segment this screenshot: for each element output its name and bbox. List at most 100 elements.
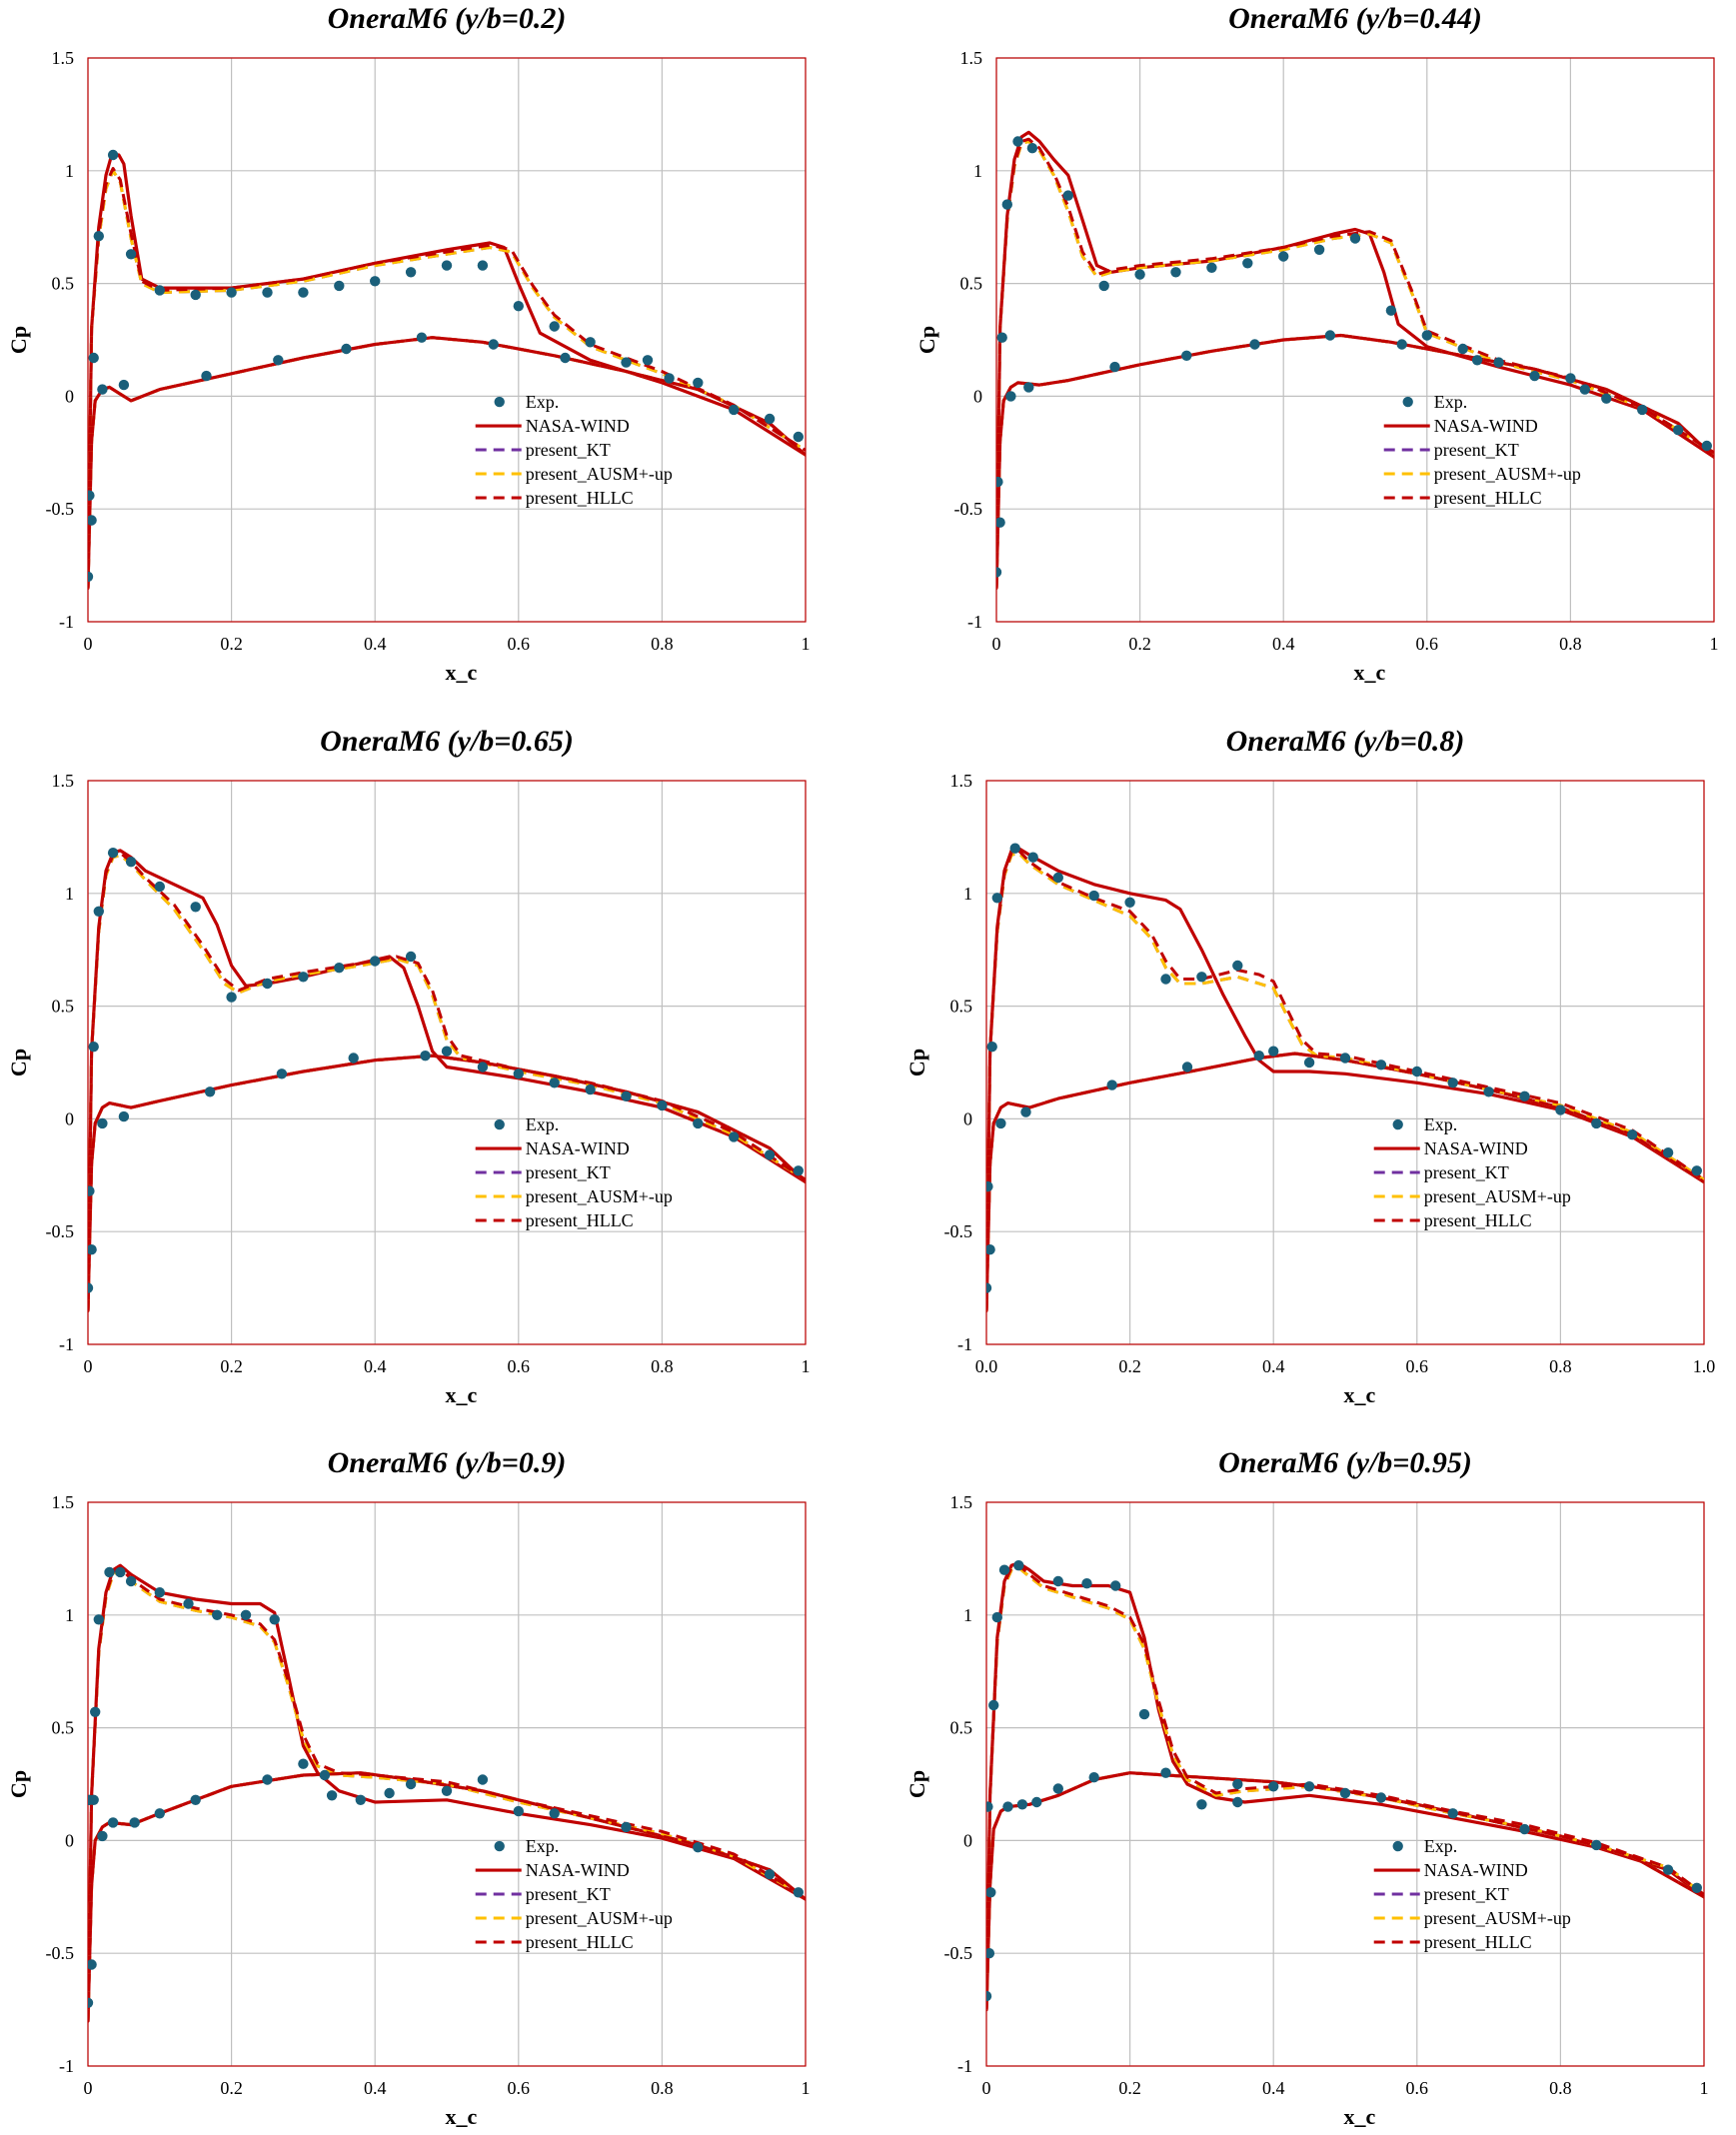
exp-data-point — [1591, 1839, 1602, 1851]
exp-data-point — [764, 1149, 776, 1160]
exp-data-point — [298, 1758, 309, 1769]
exp-data-point — [1447, 1077, 1458, 1088]
exp-data-point — [276, 1068, 288, 1079]
legend-label-exp: Exp. — [526, 392, 560, 412]
x-tick-label: 0.8 — [651, 634, 674, 654]
series-group — [996, 130, 1714, 590]
series-present-ausm-up-upper-line — [88, 169, 806, 589]
y-axis-label: Cp — [904, 1770, 929, 1798]
legend: Exp. NASA-WIND present_KT present_AUSM+-upp… — [475, 1836, 673, 1952]
exp-data-point — [1591, 1117, 1602, 1129]
exp-data-point — [1170, 267, 1181, 278]
exp-data-point — [1349, 233, 1361, 244]
series-nasa-wind-lower-line — [88, 1054, 806, 1312]
exp-data-point — [1031, 1796, 1042, 1808]
exp-data-point — [226, 287, 237, 298]
series-nasa-wind-lower-line — [986, 1052, 1704, 1312]
exp-data-point — [326, 1790, 338, 1801]
series-present-ausm-up-lower-line — [986, 1771, 1704, 2010]
exp-data-point — [1026, 143, 1038, 154]
exp-data-point — [1016, 1799, 1028, 1810]
exp-data-point — [1339, 1787, 1351, 1799]
y-tick-label: -0.5 — [46, 1943, 75, 1963]
y-tick-label: -1 — [59, 612, 74, 632]
x-tick-label: 1 — [802, 634, 811, 654]
legend-label-nasa-wind: NASA-WIND — [1434, 416, 1538, 436]
exp-data-point — [764, 413, 776, 425]
series-present-kt-upper-line — [88, 853, 806, 1311]
exp-data-point — [298, 972, 309, 983]
exp-data-point — [1579, 384, 1591, 395]
x-tick-label: 0.8 — [1549, 1356, 1572, 1376]
series-present-kt-upper-line — [996, 140, 1714, 589]
exp-data-point — [1529, 370, 1540, 382]
exp-data-point — [1691, 1882, 1703, 1894]
series-present-kt-upper-line — [986, 851, 1704, 1311]
y-tick-label: 0.5 — [52, 1718, 75, 1738]
exp-data-point — [991, 893, 1002, 904]
exp-data-point — [1249, 339, 1260, 350]
plot-frame — [995, 57, 1715, 623]
exp-data-point — [1002, 1801, 1013, 1812]
exp-data-point — [129, 1817, 140, 1828]
y-tick-label: 1.5 — [950, 1492, 973, 1512]
y-tick-label: 0.5 — [950, 1718, 973, 1738]
series-nasa-wind-upper-line — [996, 130, 1714, 590]
exp-data-point — [93, 906, 105, 917]
exp-data-point — [513, 1805, 524, 1817]
legend-marker-exp — [1402, 396, 1413, 408]
y-tick-label: 1 — [65, 1605, 74, 1625]
exp-data-point — [1324, 330, 1336, 341]
exp-data-point — [88, 1244, 97, 1255]
y-tick-label: -1 — [967, 612, 982, 632]
exp-data-point — [1701, 440, 1713, 452]
exp-data-point — [1303, 1781, 1315, 1792]
chart-title: OneraM6 (y/b=0.95) — [1218, 1446, 1472, 1479]
plot-frame — [87, 1501, 807, 2067]
legend-label-present-kt: present_KT — [526, 440, 611, 460]
exp-data-point — [1385, 305, 1397, 316]
exp-data-point — [986, 1244, 995, 1255]
exp-data-point — [1052, 1575, 1064, 1587]
y-tick-label: 1.5 — [52, 1492, 75, 1512]
exp-data-point — [1662, 1864, 1674, 1875]
y-tick-label: -0.5 — [954, 499, 983, 519]
y-tick-label: 1.5 — [52, 771, 75, 791]
x-tick-label: 1.0 — [1693, 1356, 1716, 1376]
series-present-ausm-up-upper-line — [986, 851, 1704, 1311]
series-present-hllc-upper-line — [88, 167, 806, 589]
legend-marker-exp — [494, 1118, 505, 1130]
legend-label-present-ausm-up: present_AUSM+-up — [526, 1186, 673, 1206]
exp-data-point — [1691, 1165, 1703, 1176]
series-nasa-wind-upper-line — [88, 153, 806, 590]
legend: Exp. NASA-WIND present_KT present_AUSM+-upp… — [475, 392, 673, 508]
chart-panel-1: 0 0.2 0.4 0.6 0.8 1 -1 -0.5 0 0.5 1 1.5 x_c Cp OneraM6… — [6, 2, 811, 685]
legend-label-present-ausm-up: present_AUSM+-up — [526, 464, 673, 484]
series-present-hllc-lower-line — [986, 1052, 1704, 1311]
y-tick-label: -1 — [957, 1334, 972, 1354]
chart-title: OneraM6 (y/b=0.44) — [1228, 2, 1482, 35]
series-present-hllc-upper-line — [986, 849, 1704, 1311]
exp-data-point — [1396, 339, 1407, 350]
exp-data-point — [513, 301, 524, 312]
exp-data-point — [729, 404, 740, 416]
legend-label-nasa-wind: NASA-WIND — [526, 1860, 630, 1880]
exp-data-point — [1110, 1580, 1121, 1591]
y-tick-label: 1 — [963, 1605, 972, 1625]
exp-data-point — [88, 1185, 95, 1196]
legend-label-nasa-wind: NASA-WIND — [1424, 1860, 1528, 1880]
x-tick-label: 0.6 — [508, 634, 531, 654]
legend-label-present-ausm-up: present_AUSM+-up — [1424, 1186, 1571, 1206]
x-tick-label: 0.6 — [1416, 634, 1439, 654]
exp-data-point — [420, 1051, 431, 1062]
legend-label-present-kt: present_KT — [1434, 440, 1519, 460]
exp-data-point — [477, 1062, 489, 1072]
exp-data-point — [441, 260, 453, 271]
x-tick-label: 1 — [1710, 634, 1719, 654]
exp-data-point — [1106, 1079, 1117, 1090]
x-tick-label: 0.8 — [1559, 634, 1582, 654]
exp-data-point — [88, 1959, 97, 1970]
exp-data-point — [621, 1090, 632, 1102]
